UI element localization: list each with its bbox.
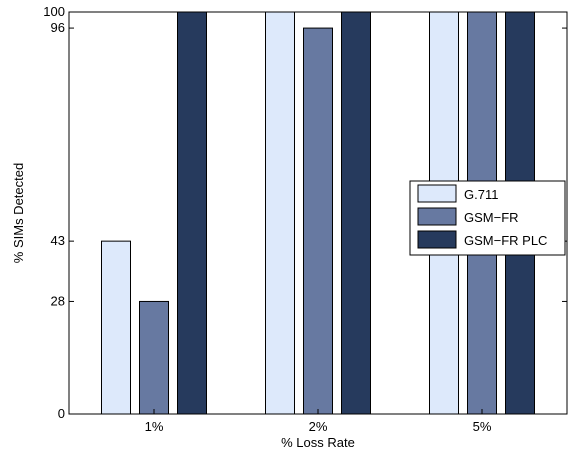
legend-label-3: GSM−FR PLC bbox=[464, 233, 547, 248]
legend: G.711 GSM−FR GSM−FR PLC bbox=[409, 180, 566, 256]
y-tick-label: 0 bbox=[58, 406, 65, 421]
bar-1pct-series-2 bbox=[139, 300, 169, 415]
bar-2pct-series-1 bbox=[265, 11, 295, 415]
legend-label-1: G.711 bbox=[464, 187, 498, 202]
legend-swatch-1 bbox=[417, 184, 457, 203]
bar-2pct-series-2 bbox=[303, 27, 333, 415]
x-axis-ticks: 1% 2% 5% bbox=[145, 409, 492, 434]
x-tick-label: 2% bbox=[309, 419, 328, 434]
legend-label-2: GSM−FR bbox=[464, 210, 519, 225]
y-tick-label: 28 bbox=[51, 293, 65, 308]
bars-group bbox=[101, 11, 535, 415]
y-tick-label: 96 bbox=[51, 20, 65, 35]
legend-swatch-3 bbox=[417, 230, 457, 249]
bar-1pct-series-3 bbox=[177, 11, 207, 415]
bar-1pct-series-1 bbox=[101, 240, 131, 415]
x-tick-label: 1% bbox=[145, 419, 164, 434]
x-axis-title: % Loss Rate bbox=[281, 435, 355, 450]
y-axis-title: % SIMs Detected bbox=[11, 163, 26, 263]
x-tick-label: 5% bbox=[473, 419, 492, 434]
bar-2pct-series-3 bbox=[341, 11, 371, 415]
y-tick-label: 43 bbox=[51, 233, 65, 248]
legend-swatch-2 bbox=[417, 207, 457, 226]
y-tick-label: 100 bbox=[43, 4, 65, 19]
